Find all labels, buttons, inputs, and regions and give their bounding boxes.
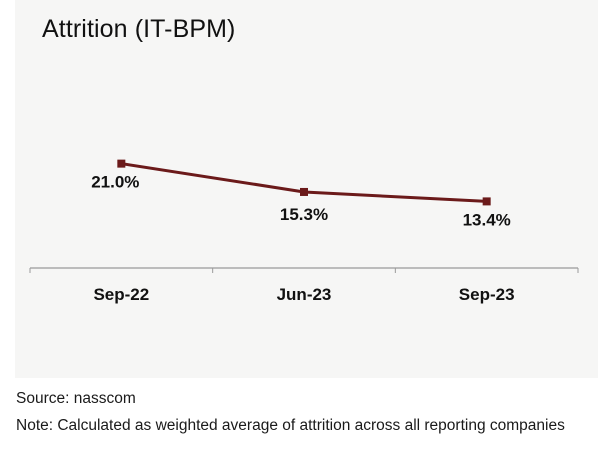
data-label-jun-23: 15.3%: [280, 205, 328, 224]
data-point-sep-23: [482, 197, 491, 206]
chart-title: Attrition (IT-BPM): [42, 15, 236, 43]
x-tick-label-jun-23: Jun-23: [277, 285, 332, 304]
data-label-sep-23: 13.4%: [463, 210, 511, 229]
data-point-sep-22: [117, 159, 126, 168]
x-tick-label-sep-23: Sep-23: [459, 285, 515, 304]
note-text: Note: Calculated as weighted average of …: [16, 417, 565, 434]
line-chart: Sep-22 Jun-23 Sep-23 21.0% 15.3% 13.4%: [29, 159, 579, 304]
x-tick-label-sep-22: Sep-22: [93, 285, 149, 304]
data-label-sep-22: 21.0%: [91, 173, 139, 192]
source-text: Source: nasscom: [16, 390, 136, 407]
data-point-jun-23: [300, 187, 308, 196]
